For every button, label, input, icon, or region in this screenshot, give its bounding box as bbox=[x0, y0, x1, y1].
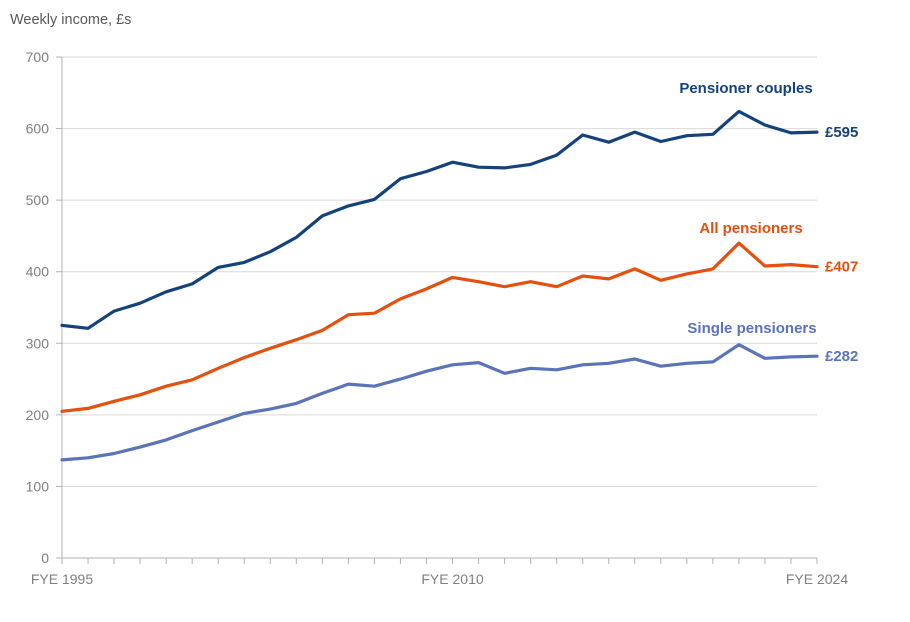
y-tick-label-0: 0 bbox=[41, 550, 49, 566]
y-tick-label-200: 200 bbox=[26, 407, 50, 423]
series-label-all-pensioners: All pensioners bbox=[699, 220, 802, 237]
x-tick-label-2010: FYE 2010 bbox=[421, 571, 483, 587]
y-tick-label-700: 700 bbox=[26, 49, 50, 65]
series-line-pensioner-couples bbox=[60, 109, 819, 330]
y-tick-label-400: 400 bbox=[26, 264, 50, 280]
y-tick-label-100: 100 bbox=[26, 478, 50, 494]
x-tick-label-2024: FYE 2024 bbox=[786, 571, 848, 587]
series-end-value-single-pensioners: £282 bbox=[825, 348, 858, 365]
series-label-pensioner-couples: Pensioner couples bbox=[679, 80, 812, 97]
y-tick-label-500: 500 bbox=[26, 192, 50, 208]
chart-title: Weekly income, £s bbox=[10, 12, 132, 28]
series-line-all-pensioners bbox=[60, 241, 819, 413]
y-tick-label-600: 600 bbox=[26, 121, 50, 137]
x-tick-label-1995: FYE 1995 bbox=[31, 571, 93, 587]
series-line-single-pensioners bbox=[60, 343, 819, 462]
series-label-single-pensioners: Single pensioners bbox=[687, 320, 816, 337]
y-tick-label-300: 300 bbox=[26, 335, 50, 351]
series-end-value-pensioner-couples: £595 bbox=[825, 124, 858, 141]
series-end-value-all-pensioners: £407 bbox=[825, 259, 858, 276]
